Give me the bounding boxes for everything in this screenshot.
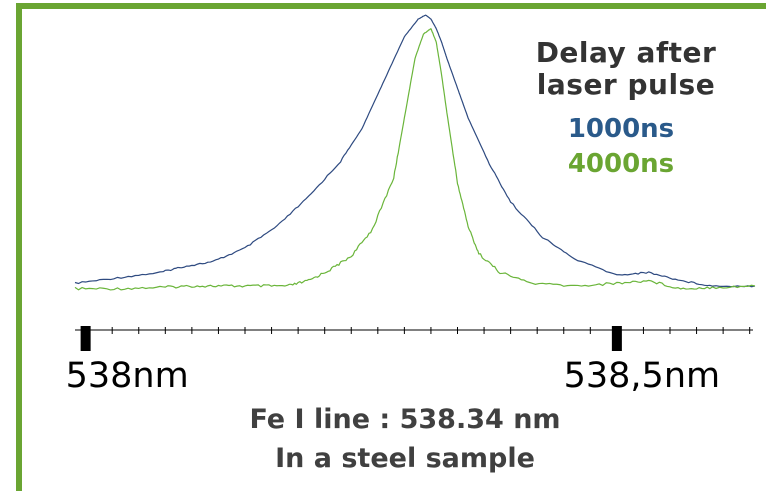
legend-title-line1: Delay after [536, 36, 717, 69]
series-line-4000ns [74, 28, 756, 291]
series-line-1000ns [74, 14, 756, 288]
x-major-tick [611, 326, 622, 351]
plot-area [74, 14, 756, 291]
caption-line2: In a steel sample [275, 443, 535, 474]
caption-line1: Fe I line : 538.34 nm [249, 404, 560, 435]
legend-entry-1000ns: 1000ns [568, 114, 674, 144]
legend-title-line2: laser pulse [537, 68, 715, 101]
x-tick-label: 538nm [66, 356, 189, 396]
legend: Delay after laser pulse 1000ns 4000ns [536, 36, 717, 179]
legend-entry-4000ns: 4000ns [568, 149, 674, 179]
x-major-tick [80, 326, 91, 351]
x-axis: 538nm 538,5nm [66, 326, 753, 396]
x-tick-label: 538,5nm [564, 356, 720, 396]
